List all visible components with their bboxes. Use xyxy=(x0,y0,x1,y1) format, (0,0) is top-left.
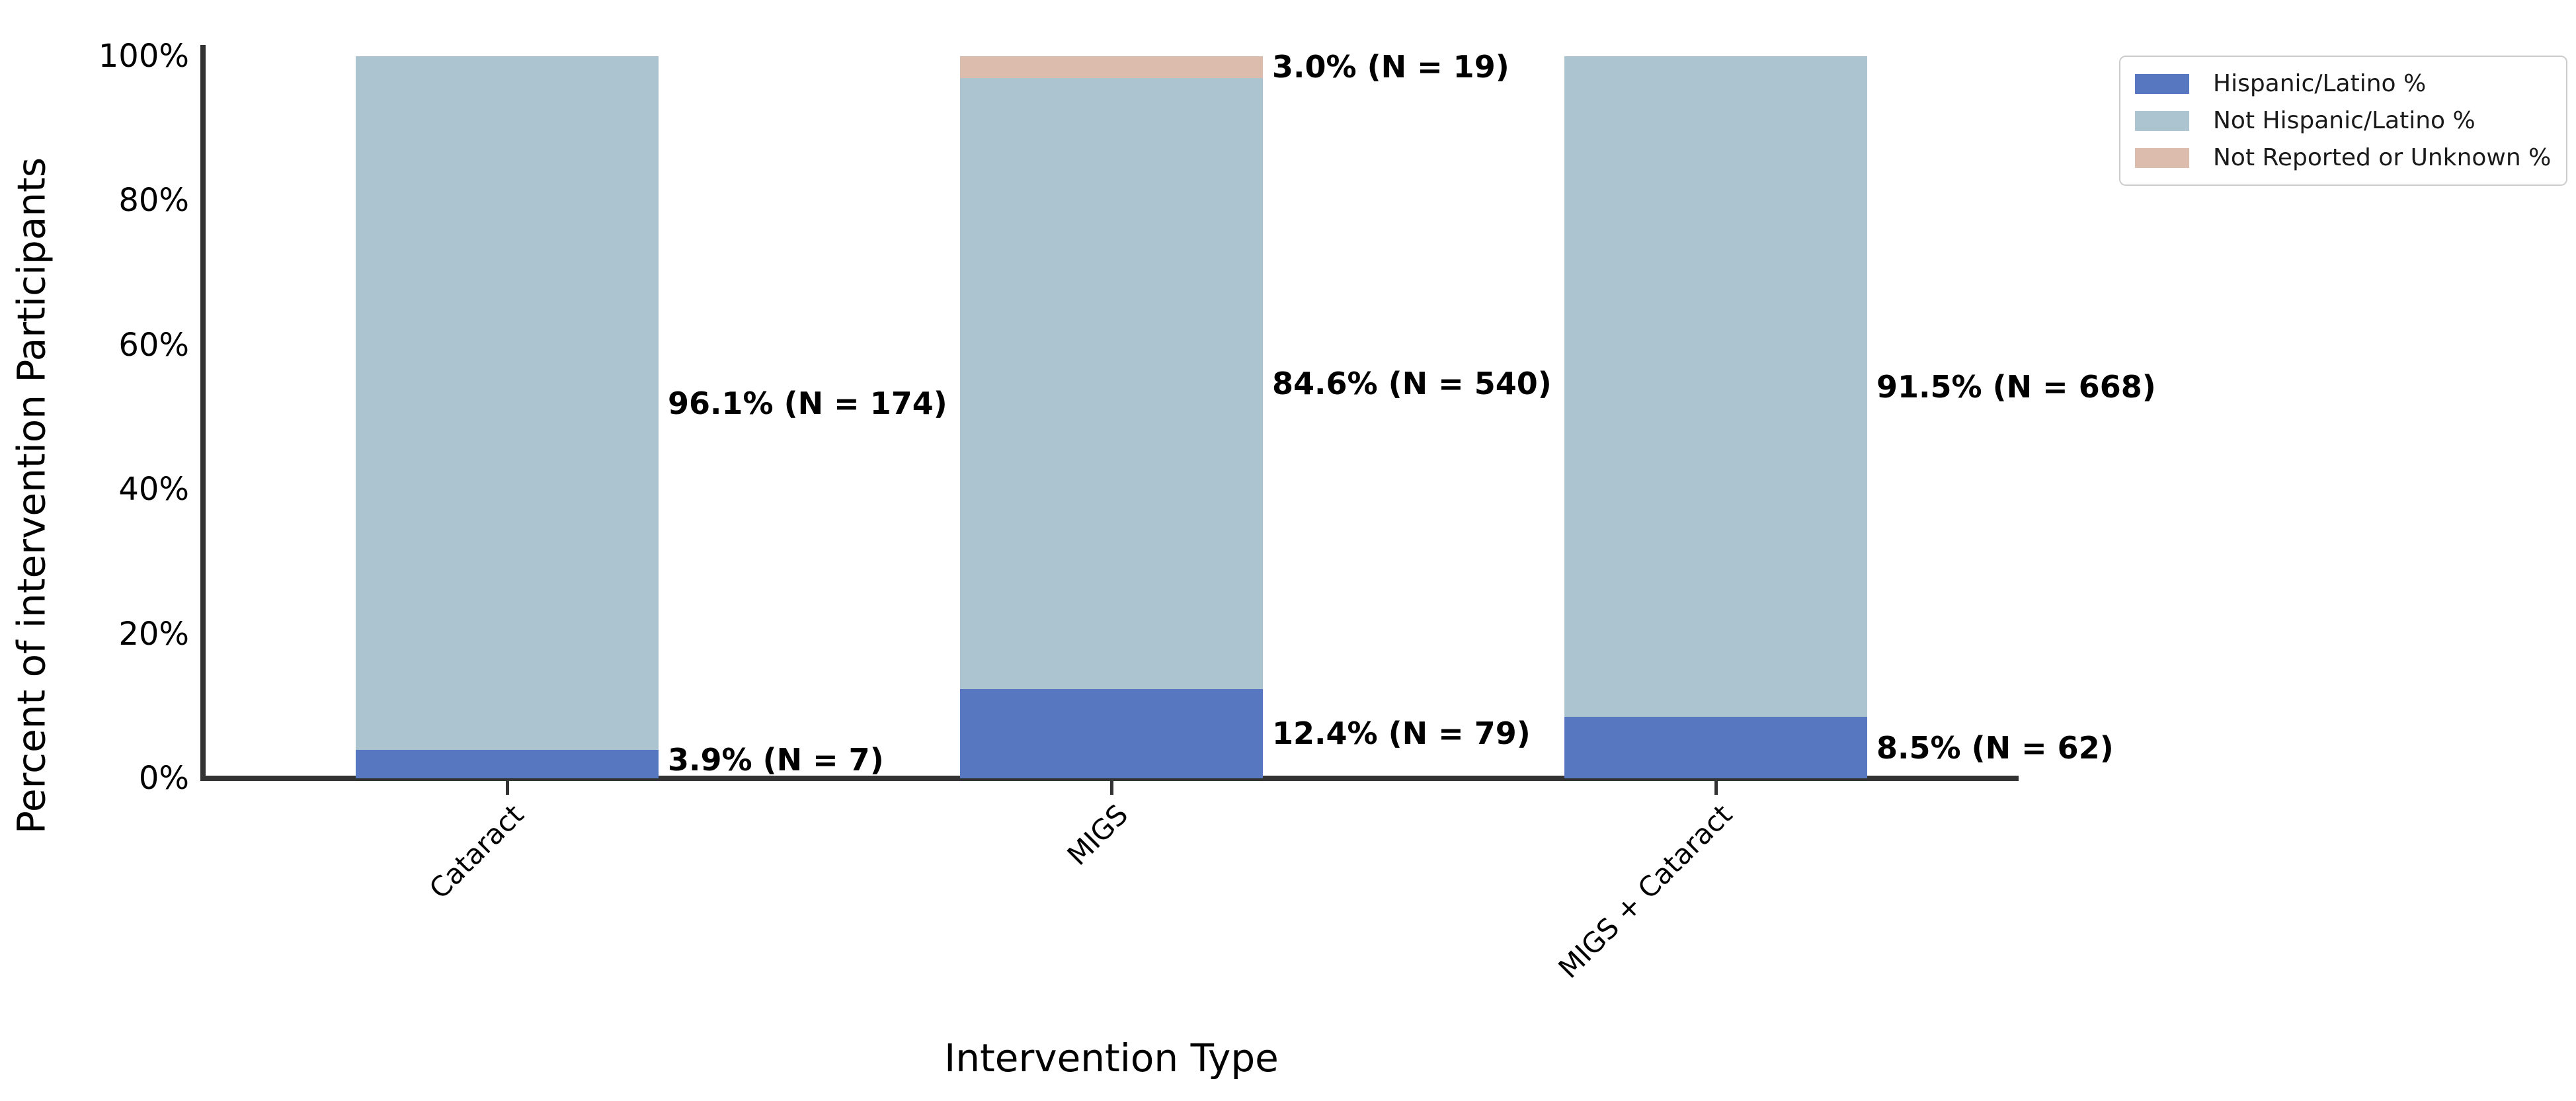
y-axis-line xyxy=(200,45,206,781)
bar-segment xyxy=(356,56,659,751)
bar-segment xyxy=(960,688,1263,778)
bar-annotation: 12.4% (N = 79) xyxy=(1272,715,1531,752)
y-tick-label: 40% xyxy=(118,471,189,509)
bar-segment xyxy=(1564,717,1867,778)
x-tick-mark xyxy=(506,779,509,795)
y-tick-label: 60% xyxy=(118,326,189,364)
y-tick-label: 20% xyxy=(118,615,189,653)
x-tick-label-text: MIGS xyxy=(1061,798,1135,872)
bar-annotation: 84.6% (N = 540) xyxy=(1272,365,1552,401)
legend-label-not-hispanic: Not Hispanic/Latino % xyxy=(2213,107,2475,134)
y-tick-label: 80% xyxy=(118,182,189,220)
bar-annotation: 96.1% (N = 174) xyxy=(668,385,947,421)
bar-annotation: 91.5% (N = 668) xyxy=(1876,368,2156,405)
x-axis-line xyxy=(200,776,2019,781)
bar-segment xyxy=(960,56,1263,78)
legend-swatch-not-hispanic xyxy=(2135,110,2189,131)
legend-item-not-reported: Not Reported or Unknown % xyxy=(2135,144,2552,171)
x-tick-label-text: Cataract xyxy=(423,798,530,905)
x-tick-label-text: MIGS + Cataract xyxy=(1552,798,1739,985)
legend-swatch-hispanic xyxy=(2135,73,2189,94)
x-tick-mark xyxy=(1110,779,1113,795)
bar-segment xyxy=(1564,56,1867,717)
x-axis-title: Intervention Type xyxy=(944,1036,1279,1081)
legend-label-not-reported: Not Reported or Unknown % xyxy=(2213,144,2552,171)
bar-segment xyxy=(960,77,1263,689)
bar-annotation: 8.5% (N = 62) xyxy=(1876,729,2114,766)
y-tick-label: 100% xyxy=(98,38,189,75)
y-tick-label: 0% xyxy=(138,760,189,797)
bar-annotation: 3.9% (N = 7) xyxy=(668,742,884,778)
bar-annotation: 3.0% (N = 19) xyxy=(1272,49,1509,85)
x-tick-mark xyxy=(1714,779,1718,795)
legend-label-hispanic: Hispanic/Latino % xyxy=(2213,70,2427,97)
legend-item-not-hispanic: Not Hispanic/Latino % xyxy=(2135,107,2552,134)
legend: Hispanic/Latino % Not Hispanic/Latino % … xyxy=(2119,56,2567,186)
bar-segment xyxy=(356,750,659,778)
legend-swatch-not-reported xyxy=(2135,147,2189,168)
legend-item-hispanic: Hispanic/Latino % xyxy=(2135,70,2552,97)
